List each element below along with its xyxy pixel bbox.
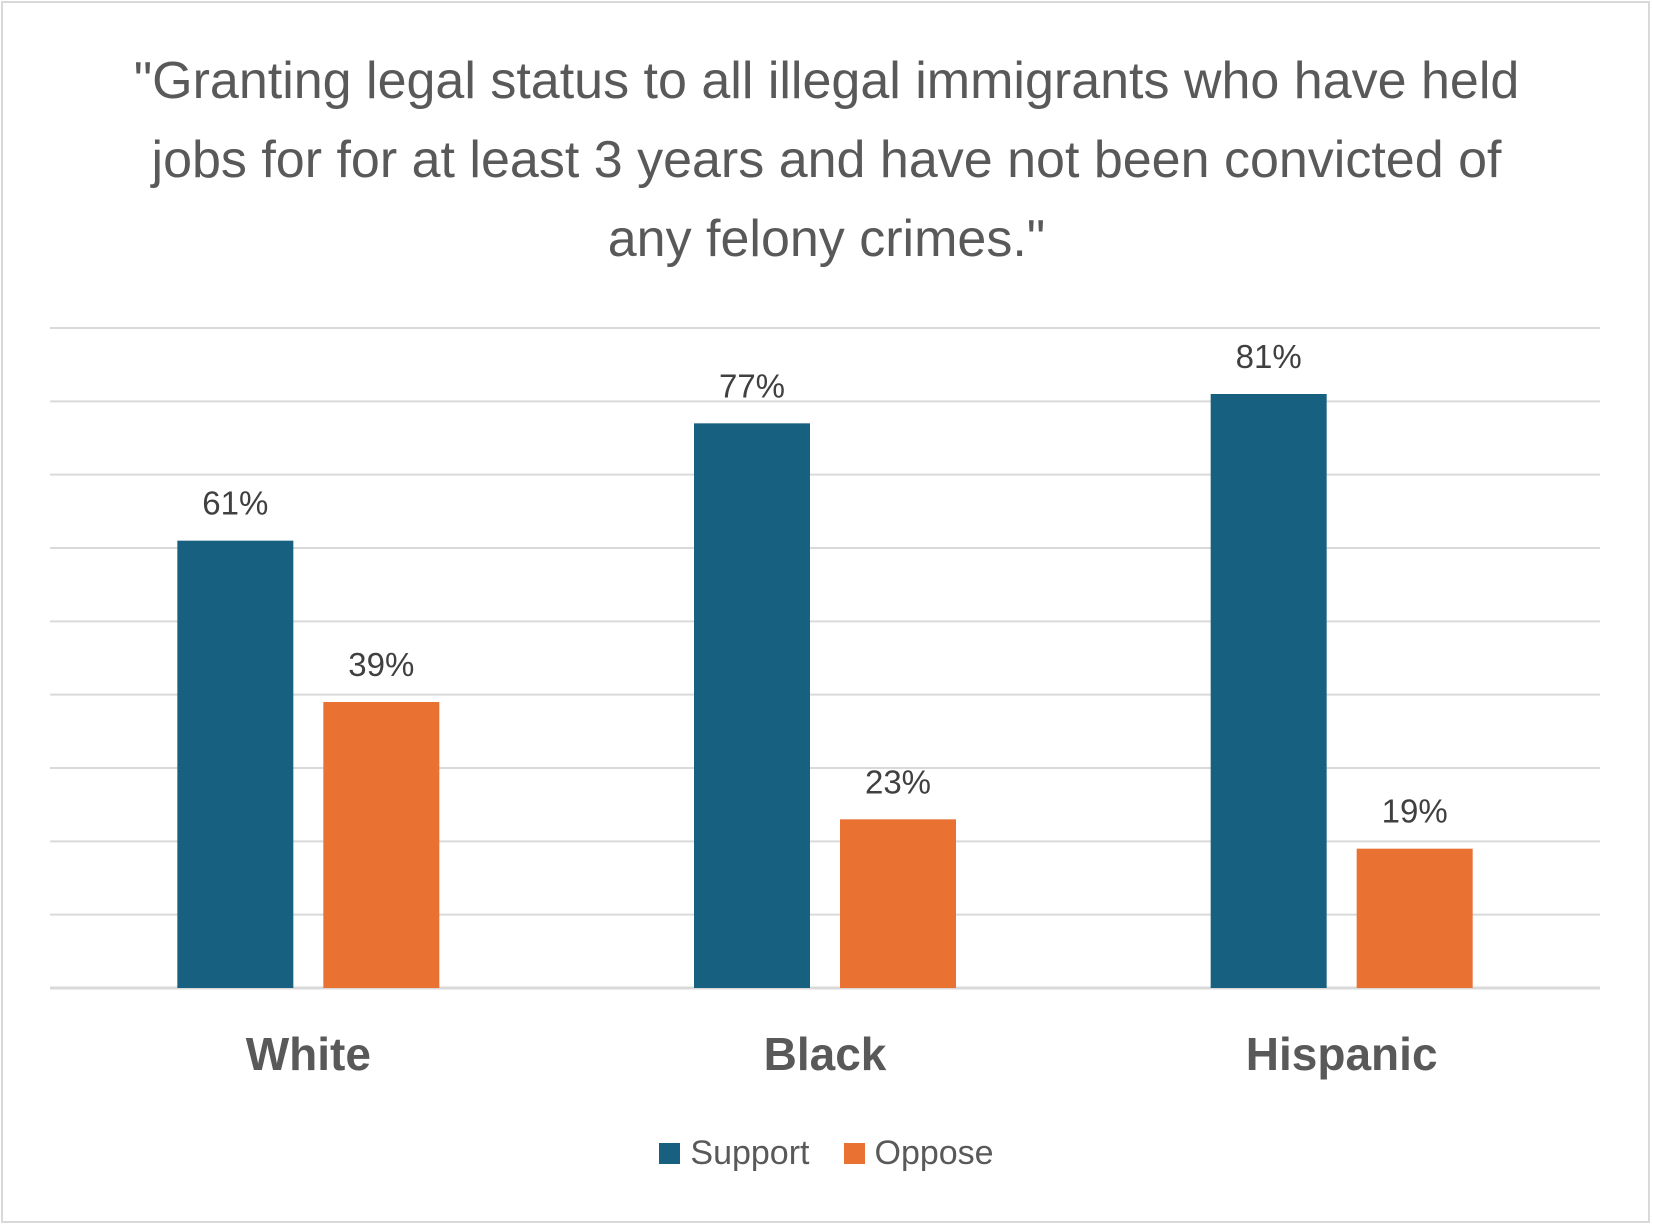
category-label-hispanic: Hispanic: [1246, 1028, 1438, 1080]
category-label-white: White: [246, 1028, 371, 1080]
legend-swatch-oppose: [843, 1143, 865, 1164]
bar-oppose-hispanic: [1356, 848, 1473, 988]
bar-oppose-white: [323, 702, 440, 988]
data-label-oppose-white: 39%: [348, 646, 414, 683]
legend-item-oppose: Oppose: [843, 1134, 994, 1173]
data-label-oppose-hispanic: 19%: [1382, 793, 1448, 830]
category-labels: White Black Hispanic: [246, 1028, 1438, 1080]
bar-support-hispanic: [1210, 394, 1327, 988]
bar-support-white: [177, 540, 294, 988]
legend-label-oppose: Oppose: [874, 1134, 994, 1172]
category-label-black: Black: [764, 1028, 887, 1080]
legend-label-support: Support: [690, 1134, 810, 1172]
chart-title: "Granting legal status to all illegal im…: [133, 52, 1520, 268]
data-label-support-black: 77%: [719, 367, 785, 404]
bars: [177, 394, 1473, 988]
legend: Support Oppose: [0, 1134, 1653, 1173]
data-label-support-white: 61%: [202, 485, 268, 522]
gridlines: [50, 327, 1600, 990]
data-label-oppose-black: 23%: [865, 763, 931, 800]
legend-swatch-support: [659, 1143, 681, 1164]
data-label-support-hispanic: 81%: [1236, 338, 1302, 375]
bar-oppose-black: [840, 819, 956, 988]
bar-support-black: [694, 423, 810, 988]
data-labels: 61% 39% 77% 23% 81% 19%: [202, 338, 1447, 830]
legend-item-support: Support: [659, 1134, 810, 1173]
